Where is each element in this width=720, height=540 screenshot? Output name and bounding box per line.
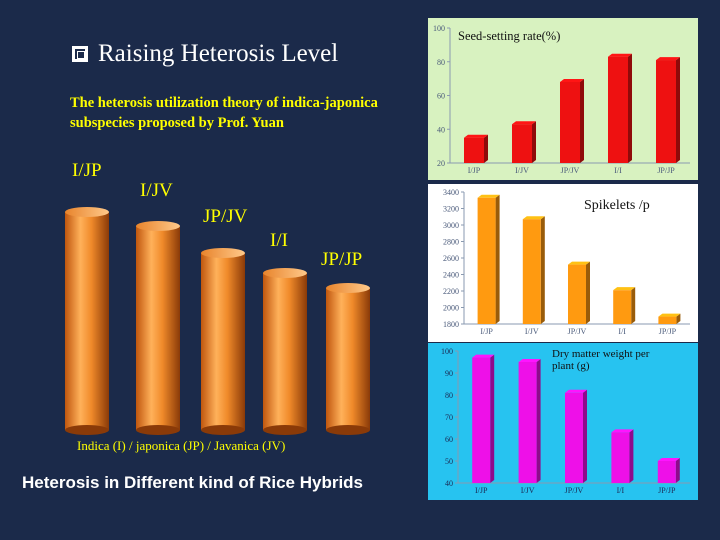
- bar-i-i: [613, 287, 636, 324]
- y-tick-label: 2400: [443, 271, 459, 280]
- y-tick-label: 70: [445, 413, 453, 422]
- y-tick-label: 40: [437, 125, 445, 134]
- category-label: JP/JP: [658, 486, 676, 495]
- chart-title: Seed-setting rate(%): [458, 29, 560, 43]
- category-label: JP/JP: [657, 166, 675, 175]
- category-label: I/I: [617, 486, 625, 495]
- y-tick-label: 3200: [443, 205, 459, 214]
- y-tick-label: 90: [445, 369, 453, 378]
- slide-title: Raising Heterosis Level: [72, 40, 338, 68]
- seed-setting-chart: 20 40 60 80 100 I/JP I/JV JP/JV I/I JP/JP Seed-set…: [428, 18, 698, 180]
- category-label: I/JV: [521, 486, 535, 495]
- heterosis-cylinders: [65, 207, 370, 435]
- bar-i-jv: [522, 216, 545, 324]
- y-tick-label: 2000: [443, 304, 459, 313]
- hybrid-label-i-jv: I/JV: [140, 180, 173, 201]
- category-label: I/JV: [525, 327, 539, 336]
- y-tick-label: 60: [445, 435, 453, 444]
- category-label: I/JP: [475, 486, 488, 495]
- bar-jp-jp: [656, 57, 680, 163]
- category-label: JP/JP: [659, 327, 677, 336]
- y-tick-label: 100: [441, 347, 453, 356]
- category-label: JP/JV: [568, 327, 587, 336]
- cylinder-jp-jp: [326, 283, 370, 435]
- bar-i-i: [611, 429, 634, 483]
- square-bullet-icon: [72, 46, 88, 62]
- bar-i-jp: [472, 354, 495, 483]
- cylinder-i-jp: [65, 207, 109, 435]
- category-label: I/I: [618, 327, 626, 336]
- bar-jp-jv: [560, 79, 584, 163]
- hybrid-label-jp-jv: JP/JV: [203, 206, 248, 227]
- hybrid-label-i-jp: I/JP: [72, 160, 102, 181]
- category-label: JP/JV: [565, 486, 584, 495]
- y-tick-label: 3400: [443, 188, 459, 197]
- y-tick-label: 40: [445, 479, 453, 488]
- y-tick-label: 3000: [443, 221, 459, 230]
- bar-jp-jp: [657, 458, 680, 483]
- dry-matter-chart: 40 50 60 70 80 90 100 I/JP I/JV JP/JV I/I JP/JP Dry …: [428, 343, 698, 500]
- cylinder-i-i: [263, 268, 307, 435]
- category-label: I/JP: [480, 327, 493, 336]
- bar-jp-jv: [568, 261, 590, 324]
- y-tick-label: 50: [445, 457, 453, 466]
- y-tick-label: 2200: [443, 287, 459, 296]
- y-tick-label: 1800: [443, 320, 459, 329]
- cylinder-jp-jv: [201, 248, 245, 435]
- y-tick-label: 2600: [443, 254, 459, 263]
- bar-i-jv: [518, 359, 541, 483]
- hybrid-label-i-i: I/I: [270, 230, 288, 251]
- bar-i-i: [608, 53, 632, 163]
- category-label: I/JP: [468, 166, 481, 175]
- category-label: I/I: [614, 166, 622, 175]
- y-tick-label: 20: [437, 159, 445, 168]
- y-tick-label: 80: [445, 391, 453, 400]
- bar-i-jp: [477, 194, 500, 324]
- cylinder-i-jv: [136, 221, 180, 435]
- footer-caption: Heterosis in Different kind of Rice Hybr…: [22, 473, 364, 492]
- subspecies-legend: Indica (I) / japonica (JP) / Javanica (J…: [77, 438, 286, 453]
- slide-title-text: Raising Heterosis Level: [98, 40, 339, 67]
- y-tick-label: 80: [437, 58, 445, 67]
- bar-i-jp: [464, 134, 488, 163]
- hybrid-label-jp-jp: JP/JP: [321, 249, 363, 270]
- y-tick-label: 60: [437, 92, 445, 101]
- bar-jp-jp: [658, 313, 681, 324]
- y-tick-label: 2800: [443, 238, 459, 247]
- category-label: JP/JV: [561, 166, 580, 175]
- y-tick-label: 100: [433, 24, 445, 33]
- bar-i-jv: [512, 121, 536, 163]
- spikelets-chart: 1800 2000 2200 2400 2600 2800 3000 3200 3400 I/JP…: [428, 184, 698, 342]
- chart-title: Spikelets /p: [584, 198, 650, 213]
- chart-title: Dry matter weight per plant (g): [552, 348, 650, 372]
- bar-jp-jv: [565, 389, 587, 483]
- category-label: I/JV: [515, 166, 529, 175]
- chart-background: [428, 184, 698, 342]
- slide-subtitle: The heterosis utilization theory of indi…: [70, 95, 378, 131]
